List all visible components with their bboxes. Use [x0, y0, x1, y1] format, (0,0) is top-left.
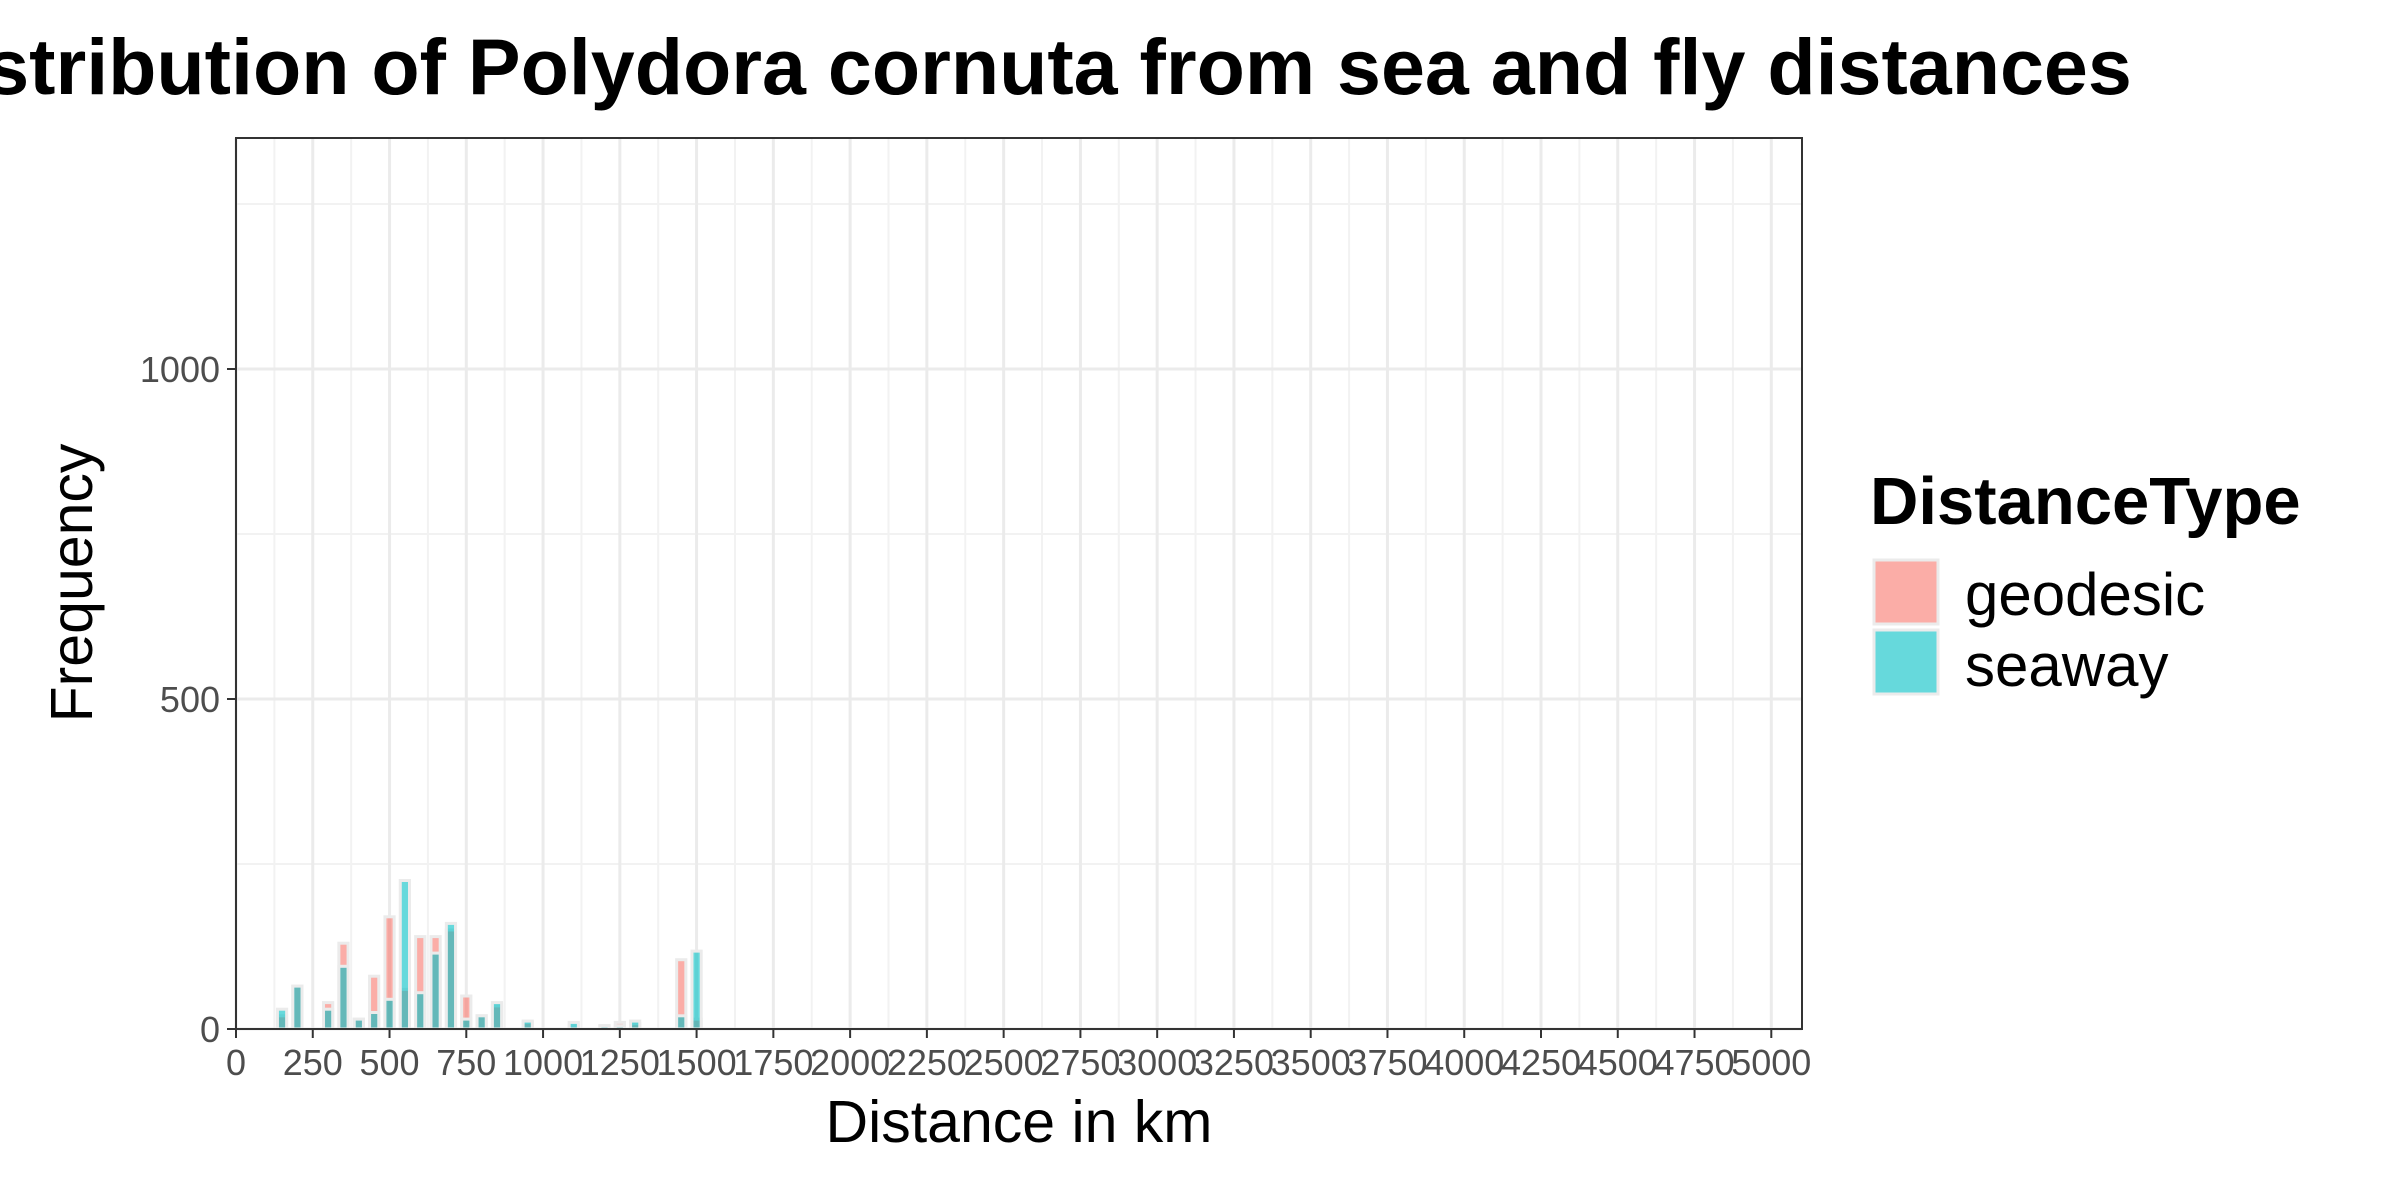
bar-seaway — [675, 1014, 688, 1031]
legend-label-seaway: seaway — [1965, 632, 2168, 699]
x-tick-label: 4750 — [1654, 1042, 1734, 1083]
x-axis-ticks: 0 250 500 750 100012501500175020002250250027… — [226, 1029, 1811, 1083]
x-tick-label: 3500 — [1271, 1042, 1351, 1083]
bar-seaway — [444, 921, 458, 1031]
bar-seaway — [352, 1017, 365, 1031]
x-tick-label: 2250 — [887, 1042, 967, 1083]
x-tick-label: 500 — [359, 1042, 419, 1083]
bar-seaway — [429, 951, 442, 1031]
bar-seaway — [337, 964, 350, 1031]
y-axis-title: Frequency — [39, 443, 105, 722]
x-axis-title: Distance in km — [826, 1089, 1213, 1155]
x-tick-label: 1500 — [657, 1042, 737, 1083]
bar-seaway — [521, 1019, 534, 1031]
x-tick-label: 1000 — [503, 1042, 583, 1083]
bar-seaway — [690, 949, 703, 1031]
y-tick-label: 0 — [200, 1009, 220, 1050]
bar-seaway — [490, 1001, 504, 1031]
y-tick-label: 500 — [160, 679, 220, 720]
y-axis-ticks: 0 500 1000 — [140, 349, 236, 1050]
legend: DistanceType geodesic seaway — [1870, 464, 2301, 699]
x-tick-label: 2000 — [810, 1042, 890, 1083]
x-tick-label: 250 — [283, 1042, 343, 1083]
x-tick-label: 1750 — [733, 1042, 813, 1083]
bar-seaway — [460, 1017, 473, 1031]
bar-seaway — [368, 1011, 381, 1031]
x-tick-label: 3250 — [1194, 1042, 1274, 1083]
x-tick-label: 3000 — [1117, 1042, 1197, 1083]
legend-title: DistanceType — [1870, 464, 2301, 539]
x-tick-label: 4500 — [1578, 1042, 1658, 1083]
legend-key-geodesic — [1872, 558, 1940, 626]
y-tick-label: 1000 — [140, 349, 220, 390]
x-tick-label: 4000 — [1424, 1042, 1504, 1083]
bar-seaway — [398, 879, 411, 1031]
chart-title: Distribution of Polydora cornuta from se… — [0, 22, 2132, 111]
bar-seaway — [475, 1014, 488, 1031]
bar-seaway — [322, 1007, 335, 1031]
x-tick-label: 2500 — [964, 1042, 1044, 1083]
legend-label-geodesic: geodesic — [1965, 561, 2205, 628]
x-tick-label: 750 — [436, 1042, 496, 1083]
bar-seaway — [414, 991, 427, 1031]
panel-background — [236, 138, 1802, 1029]
x-tick-label: 4250 — [1501, 1042, 1581, 1083]
legend-key-seaway — [1872, 628, 1940, 696]
x-tick-label: 3750 — [1347, 1042, 1427, 1083]
bar-seaway — [275, 1007, 289, 1031]
bar-seaway — [629, 1019, 642, 1031]
x-tick-label: 0 — [226, 1042, 246, 1083]
bar-seaway — [383, 997, 396, 1031]
x-tick-label: 1250 — [580, 1042, 660, 1083]
x-tick-label: 2750 — [1040, 1042, 1120, 1083]
panel-border — [235, 137, 1803, 1030]
x-tick-label: 5000 — [1731, 1042, 1811, 1083]
bar-seaway — [291, 984, 304, 1031]
